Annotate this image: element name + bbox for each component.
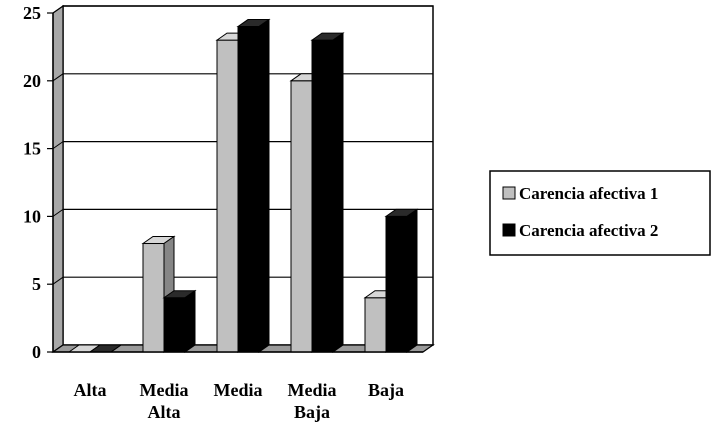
x-tick-label: Media [288, 380, 337, 400]
bar-side [258, 18, 270, 353]
bar-front [216, 39, 239, 353]
x-tick-label: Media [214, 380, 263, 400]
bar-side [332, 32, 344, 353]
gridline-side [52, 276, 64, 285]
bar-side [406, 208, 418, 353]
legend-label: Carencia afectiva 2 [519, 221, 658, 240]
y-tick-label: 0 [32, 342, 41, 362]
x-tick-label: Baja [368, 380, 404, 400]
y-tick-label: 5 [32, 274, 41, 294]
bar-front [290, 80, 313, 353]
bar [310, 32, 345, 353]
y-tick-label: 10 [23, 206, 41, 226]
gridline-side [52, 208, 64, 217]
bar [384, 208, 419, 353]
bar-side [110, 344, 122, 353]
bar-front [142, 243, 165, 353]
side-wall [52, 4, 64, 354]
x-tick-label: Alta [74, 380, 107, 400]
bar [88, 344, 123, 353]
gridline-side [52, 141, 64, 150]
bar [162, 289, 197, 353]
y-axis: 0 5 10 15 20 25 [23, 3, 54, 362]
bar [141, 235, 176, 353]
gridline-side [52, 5, 64, 14]
legend-label: Carencia afectiva 1 [519, 184, 658, 203]
y-tick-label: 20 [23, 71, 41, 91]
legend-swatch [502, 186, 516, 200]
bar-front [311, 39, 334, 353]
bar-side [184, 289, 196, 353]
bar-front [163, 297, 186, 353]
bar-front [364, 297, 387, 353]
x-tick-label: Baja [294, 402, 330, 422]
gridline-side [52, 73, 64, 82]
bar [236, 18, 271, 353]
legend-box [489, 170, 711, 256]
x-tick-label: Alta [148, 402, 181, 422]
legend: Carencia afectiva 1 Carencia afectiva 2 [489, 170, 711, 256]
x-tick-label: Media [140, 380, 189, 400]
bars [67, 18, 419, 353]
legend-swatch [502, 223, 516, 237]
y-tick-label: 25 [23, 3, 41, 23]
bar-front [237, 26, 260, 353]
bar-front [385, 215, 408, 353]
y-tick-label: 15 [23, 139, 41, 159]
